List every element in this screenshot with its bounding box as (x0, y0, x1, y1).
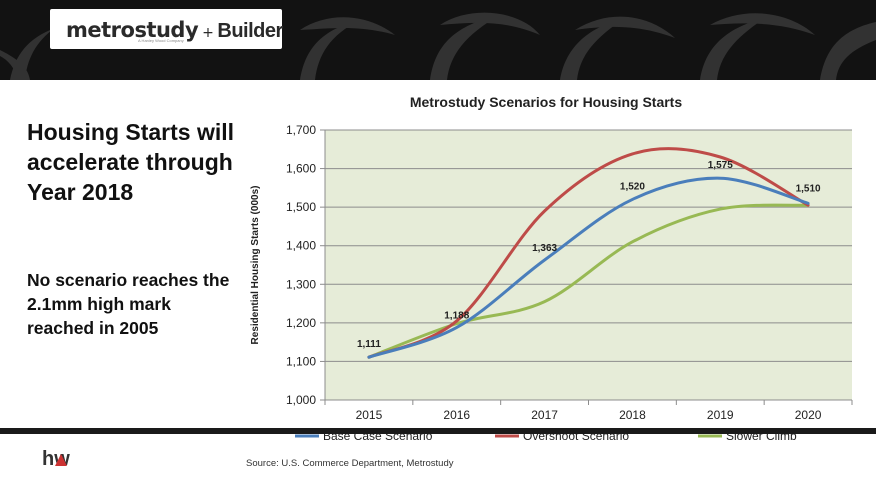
data-label: 1,575 (708, 160, 733, 171)
y-axis-label: Residential Housing Starts (000s) (250, 186, 261, 345)
x-tick-label: 2017 (531, 408, 558, 422)
data-label: 1,111 (357, 339, 381, 350)
slide-subline: No scenario reaches the 2.1mm high mark … (27, 270, 230, 338)
logo-builder: Builder (217, 20, 283, 42)
logo-subtitle: A Hanley Wood Company (138, 38, 184, 43)
x-tick-label: 2016 (443, 408, 470, 422)
x-axis-ticks: 2015 2016 2017 2018 2019 2020 (324, 400, 853, 422)
y-tick-label: 1,600 (286, 162, 316, 176)
housing-starts-chart: Metrostudy Scenarios for Housing Starts … (250, 94, 853, 443)
metrostudy-builder-logo: metrostudy + Builder A Hanley Wood Company (50, 9, 283, 49)
hanley-wood-logo: hw (42, 448, 70, 470)
x-tick-label: 2018 (619, 408, 646, 422)
source-note: Source: U.S. Commerce Department, Metros… (246, 458, 454, 469)
x-tick-label: 2015 (356, 408, 383, 422)
y-tick-label: 1,400 (286, 239, 316, 253)
y-tick-label: 1,300 (286, 277, 316, 291)
y-tick-label: 1,700 (286, 123, 316, 137)
slide-headline: Housing Starts will accelerate through Y… (27, 119, 235, 205)
y-axis-ticks: 1,000 1,100 1,200 1,300 1,400 1,500 1,600 1,700 (286, 123, 325, 407)
y-tick-label: 1,100 (286, 354, 316, 368)
x-tick-label: 2020 (795, 408, 822, 422)
data-label: 1,363 (532, 243, 557, 254)
y-tick-label: 1,000 (286, 393, 316, 407)
series-line-base-case-scenario (367, 176, 810, 359)
x-tick-label: 2019 (707, 408, 734, 422)
plot-area (325, 130, 852, 400)
chart-title: Metrostudy Scenarios for Housing Starts (410, 94, 682, 110)
y-tick-label: 1,500 (286, 200, 316, 214)
palm-pattern (0, 12, 876, 80)
footer-divider (0, 428, 876, 434)
hw-logo-text: hw (42, 448, 70, 470)
header-banner: metrostudy + Builder A Hanley Wood Company (0, 0, 876, 80)
data-label: 1,510 (796, 183, 821, 194)
series-lines (367, 147, 810, 359)
series-line-overshoot-scenario (367, 147, 810, 359)
data-label: 1,520 (620, 181, 645, 192)
logo-metrostudy: metrostudy (66, 18, 199, 42)
data-labels: 1,111 1,188 1,363 1,520 1,575 1,510 (357, 160, 821, 350)
logo-plus: + (202, 25, 214, 41)
data-label: 1,188 (444, 310, 469, 321)
y-tick-label: 1,200 (286, 316, 316, 330)
gridlines (324, 129, 852, 401)
